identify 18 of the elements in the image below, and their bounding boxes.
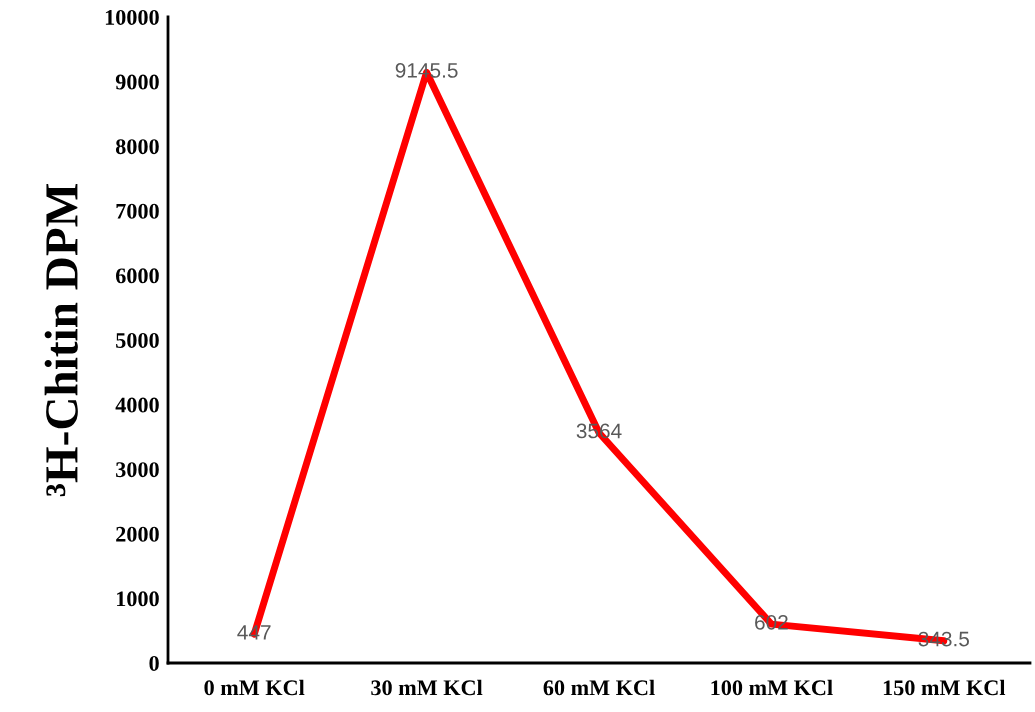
y-tick-label: 2000 — [116, 526, 159, 542]
y-tick-label: 6000 — [115, 268, 159, 284]
x-tick-label: 100 mM KCl — [711, 679, 833, 696]
y-tick-label: 7000 — [116, 203, 159, 219]
y-tick-label: 0 — [149, 655, 159, 671]
y-tick-label: 5000 — [116, 332, 159, 348]
x-tick-label: 150 mM KCl — [883, 679, 1006, 696]
y-tick-label: 4000 — [115, 397, 159, 413]
x-tick-label: 30 mM KCl — [371, 679, 483, 696]
y-tick-label: 9000 — [115, 74, 159, 90]
y-tick-label: 3000 — [116, 462, 159, 478]
y-axis-title: ³H-Chitin DPM — [44, 184, 78, 497]
x-tick-label: 0 mM KCl — [204, 679, 305, 696]
y-tick-label: 1000 — [117, 591, 159, 607]
data-label: 9145.5 — [395, 63, 458, 78]
y-tick-label: 10000 — [105, 9, 159, 25]
y-tick-label: 8000 — [115, 139, 159, 155]
x-tick-label: 60 mM KCl — [543, 679, 655, 696]
